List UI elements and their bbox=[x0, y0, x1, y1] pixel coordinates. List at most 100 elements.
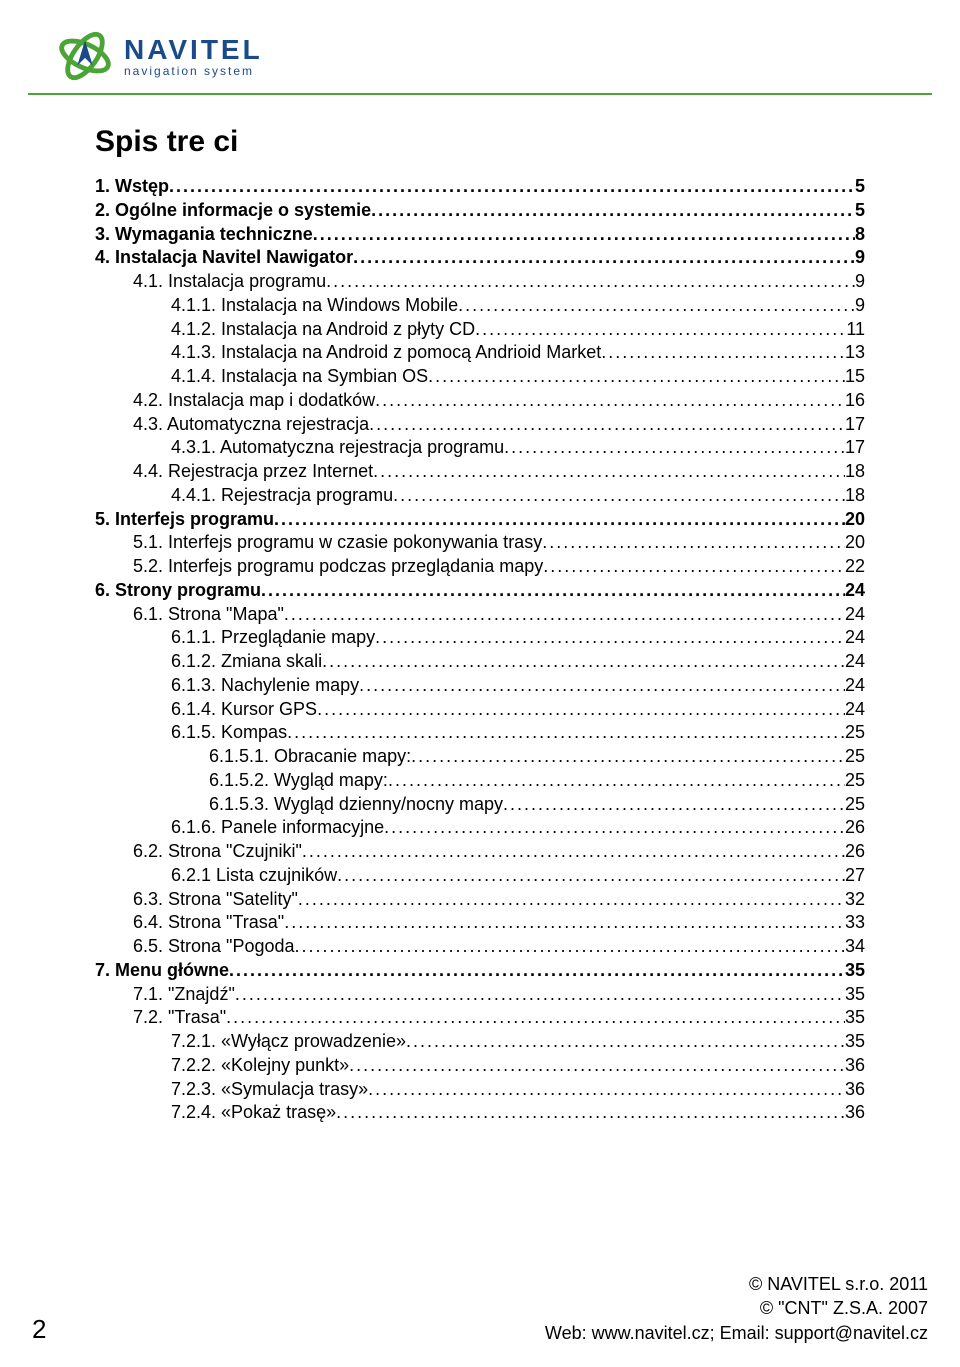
toc-page: 24 bbox=[845, 650, 865, 674]
toc-entry[interactable]: 6. Strony programu24 bbox=[95, 579, 865, 603]
toc-label: 1. Wstęp bbox=[95, 175, 169, 199]
toc-leader-dots bbox=[411, 745, 845, 769]
toc-entry[interactable]: 7.2.4. «Pokaż trasę»36 bbox=[95, 1101, 865, 1125]
toc-entry[interactable]: 7.2.2. «Kolejny punkt»36 bbox=[95, 1054, 865, 1078]
toc-label: 4.4. Rejestracja przez Internet bbox=[133, 460, 373, 484]
toc-leader-dots bbox=[295, 935, 845, 959]
toc-entry[interactable]: 6.1.3. Nachylenie mapy 24 bbox=[95, 674, 865, 698]
toc-entry[interactable]: 6.1.5. Kompas25 bbox=[95, 721, 865, 745]
toc-page: 16 bbox=[845, 389, 865, 413]
toc-page: 13 bbox=[845, 341, 865, 365]
toc-entry[interactable]: 6.1.1. Przeglądanie mapy 24 bbox=[95, 626, 865, 650]
toc-leader-dots bbox=[371, 199, 855, 223]
toc-label: 7.2.1. «Wyłącz prowadzenie» bbox=[171, 1030, 406, 1054]
toc-entry[interactable]: 6.1. Strona "Mapa"24 bbox=[95, 603, 865, 627]
toc-label: 6.2. Strona "Czujniki" bbox=[133, 840, 302, 864]
toc-entry[interactable]: 4.1.2. Instalacja na Android z płyty CD1… bbox=[95, 318, 865, 342]
toc-entry[interactable]: 7.1. "Znajdź"35 bbox=[95, 983, 865, 1007]
toc-leader-dots bbox=[375, 626, 845, 650]
toc-entry[interactable]: 6.5. Strona "Pogoda34 bbox=[95, 935, 865, 959]
toc-page: 35 bbox=[845, 1006, 865, 1030]
toc-label: 4.3.1. Automatyczna rejestracja programu bbox=[171, 436, 504, 460]
toc-entry[interactable]: 6.1.6. Panele informacyjne26 bbox=[95, 816, 865, 840]
toc-leader-dots bbox=[313, 223, 855, 247]
toc-entry[interactable]: 4.4. Rejestracja przez Internet18 bbox=[95, 460, 865, 484]
toc-leader-dots bbox=[337, 864, 845, 888]
toc-leader-dots bbox=[229, 959, 845, 983]
footer-line-2: © "CNT" Z.S.A. 2007 bbox=[545, 1296, 928, 1320]
toc-label: 6.1.1. Przeglądanie mapy bbox=[171, 626, 375, 650]
toc-entry[interactable]: 6.1.5.2. Wygląd mapy:25 bbox=[95, 769, 865, 793]
page-title: Spis tre ci bbox=[95, 125, 865, 159]
toc-page: 32 bbox=[845, 888, 865, 912]
toc-label: 4.1.3. Instalacja na Android z pomocą An… bbox=[171, 341, 601, 365]
header: NAVITEL navigation system bbox=[28, 0, 932, 95]
toc-entry[interactable]: 2. Ogólne informacje o systemie5 bbox=[95, 199, 865, 223]
toc-entry[interactable]: 6.1.5.3. Wygląd dzienny/nocny mapy25 bbox=[95, 793, 865, 817]
toc-entry[interactable]: 6.4. Strona "Trasa"33 bbox=[95, 911, 865, 935]
toc-entry[interactable]: 6.2.1 Lista czujników27 bbox=[95, 864, 865, 888]
toc-page: 24 bbox=[845, 698, 865, 722]
toc-entry[interactable]: 4.1.3. Instalacja na Android z pomocą An… bbox=[95, 341, 865, 365]
toc-entry[interactable]: 4.1.1. Instalacja na Windows Mobile9 bbox=[95, 294, 865, 318]
toc-leader-dots bbox=[388, 769, 845, 793]
toc-entry[interactable]: 4.2. Instalacja map i dodatków16 bbox=[95, 389, 865, 413]
toc-label: 5.1. Interfejs programu w czasie pokonyw… bbox=[133, 531, 542, 555]
toc-entry[interactable]: 4.4.1. Rejestracja programu18 bbox=[95, 484, 865, 508]
toc-leader-dots bbox=[384, 816, 845, 840]
toc-entry[interactable]: 5.1. Interfejs programu w czasie pokonyw… bbox=[95, 531, 865, 555]
footer-line-1: © NAVITEL s.r.o. 2011 bbox=[545, 1272, 928, 1296]
toc-leader-dots bbox=[368, 1078, 845, 1102]
toc-entry[interactable]: 5.2. Interfejs programu podczas przegląd… bbox=[95, 555, 865, 579]
toc-label: 4.4.1. Rejestracja programu bbox=[171, 484, 393, 508]
toc-label: 6.1.5.3. Wygląd dzienny/nocny mapy bbox=[209, 793, 503, 817]
toc-leader-dots bbox=[373, 460, 845, 484]
toc-page: 17 bbox=[845, 413, 865, 437]
toc-entry[interactable]: 6.2. Strona "Czujniki"26 bbox=[95, 840, 865, 864]
toc-label: 6.1.3. Nachylenie mapy bbox=[171, 674, 359, 698]
toc-page: 35 bbox=[845, 983, 865, 1007]
toc-label: 6.1.4. Kursor GPS bbox=[171, 698, 317, 722]
toc-entry[interactable]: 4. Instalacja Navitel Nawigator9 bbox=[95, 246, 865, 270]
toc-entry[interactable]: 6.3. Strona "Satelity" 32 bbox=[95, 888, 865, 912]
toc-leader-dots bbox=[359, 674, 845, 698]
toc-label: 6. Strony programu bbox=[95, 579, 261, 603]
logo-subtitle: navigation system bbox=[124, 64, 263, 78]
toc-label: 4.1.4. Instalacja na Symbian OS bbox=[171, 365, 428, 389]
toc-entry[interactable]: 7.2.3. «Symulacja trasy»36 bbox=[95, 1078, 865, 1102]
toc-leader-dots bbox=[284, 911, 845, 935]
toc-entry[interactable]: 7. Menu główne35 bbox=[95, 959, 865, 983]
page-number: 2 bbox=[32, 1314, 46, 1345]
toc-leader-dots bbox=[287, 721, 845, 745]
toc-label: 6.3. Strona "Satelity" bbox=[133, 888, 298, 912]
toc-leader-dots bbox=[369, 413, 845, 437]
toc-leader-dots bbox=[504, 436, 845, 460]
toc-label: 7.2.3. «Symulacja trasy» bbox=[171, 1078, 368, 1102]
toc-entry[interactable]: 6.1.5.1. Obracanie mapy:25 bbox=[95, 745, 865, 769]
toc-leader-dots bbox=[274, 508, 845, 532]
toc-leader-dots bbox=[428, 365, 845, 389]
toc-entry[interactable]: 6.1.2. Zmiana skali24 bbox=[95, 650, 865, 674]
toc-page: 20 bbox=[845, 508, 865, 532]
toc-entry[interactable]: 4.1. Instalacja programu9 bbox=[95, 270, 865, 294]
toc-entry[interactable]: 4.3.1. Automatyczna rejestracja programu… bbox=[95, 436, 865, 460]
toc-entry[interactable]: 1. Wstęp5 bbox=[95, 175, 865, 199]
toc-page: 24 bbox=[845, 626, 865, 650]
toc-entry[interactable]: 7.2.1. «Wyłącz prowadzenie»35 bbox=[95, 1030, 865, 1054]
toc-entry[interactable]: 5. Interfejs programu20 bbox=[95, 508, 865, 532]
toc-entry[interactable]: 7.2. "Trasa"35 bbox=[95, 1006, 865, 1030]
table-of-contents: 1. Wstęp52. Ogólne informacje o systemie… bbox=[95, 175, 865, 1125]
toc-entry[interactable]: 4.1.4. Instalacja na Symbian OS15 bbox=[95, 365, 865, 389]
toc-entry[interactable]: 4.3. Automatyczna rejestracja17 bbox=[95, 413, 865, 437]
toc-page: 24 bbox=[845, 674, 865, 698]
toc-entry[interactable]: 6.1.4. Kursor GPS 24 bbox=[95, 698, 865, 722]
toc-page: 20 bbox=[845, 531, 865, 555]
toc-entry[interactable]: 3. Wymagania techniczne8 bbox=[95, 223, 865, 247]
toc-label: 7.2.4. «Pokaż trasę» bbox=[171, 1101, 336, 1125]
toc-label: 6.5. Strona "Pogoda bbox=[133, 935, 295, 959]
toc-page: 35 bbox=[845, 959, 865, 983]
toc-leader-dots bbox=[226, 1006, 845, 1030]
toc-label: 6.1.5.2. Wygląd mapy: bbox=[209, 769, 388, 793]
toc-leader-dots bbox=[326, 270, 855, 294]
toc-leader-dots bbox=[406, 1030, 845, 1054]
